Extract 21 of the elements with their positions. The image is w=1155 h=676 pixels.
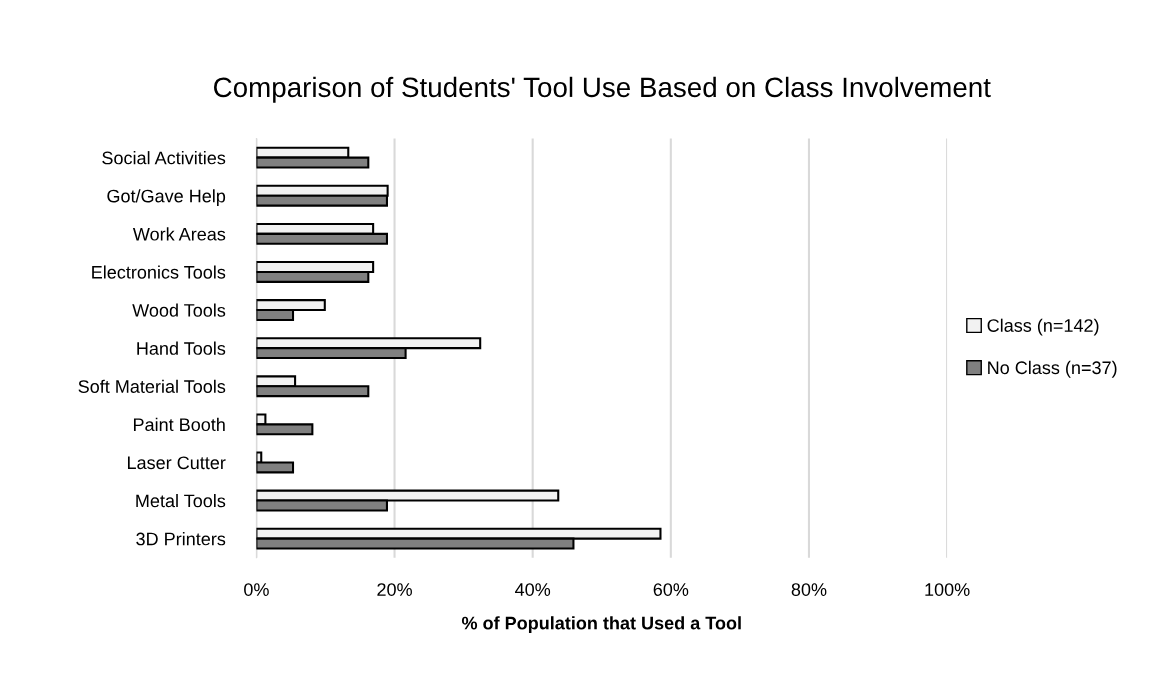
y-tick-label: Wood Tools bbox=[132, 303, 226, 317]
y-tick-label: Soft Material Tools bbox=[78, 379, 226, 393]
y-tick-label: Got/Gave Help bbox=[107, 189, 226, 207]
x-axis-title: % of Population that Used a Tool bbox=[461, 616, 741, 634]
legend-label: No Class (n=37) bbox=[988, 360, 1117, 378]
x-tick-label: 40% bbox=[515, 583, 551, 596]
legend-label: Class (n=142) bbox=[987, 318, 1099, 336]
y-tick-label: Laser Cutter bbox=[127, 456, 226, 470]
x-tick-label: 100% bbox=[925, 583, 970, 596]
y-tick-label: Paint Booth bbox=[133, 417, 225, 432]
chart-title: Comparison of Students' Tool Use Based on Class Involvement bbox=[214, 76, 991, 103]
y-tick-label: 3D Printers bbox=[136, 532, 226, 546]
y-tick-label: Metal Tools bbox=[136, 494, 226, 508]
y-tick-label: Hand Tools bbox=[137, 341, 226, 355]
x-tick-label: 20% bbox=[377, 583, 412, 596]
x-tick-label: 0% bbox=[244, 583, 269, 596]
x-tick-label: 60% bbox=[653, 583, 689, 596]
x-tick-label: 80% bbox=[791, 583, 827, 596]
y-tick-label: Work Areas bbox=[132, 227, 226, 241]
y-tick-label: Electronics Tools bbox=[92, 265, 226, 279]
y-tick-label: Social Activities bbox=[102, 151, 226, 165]
